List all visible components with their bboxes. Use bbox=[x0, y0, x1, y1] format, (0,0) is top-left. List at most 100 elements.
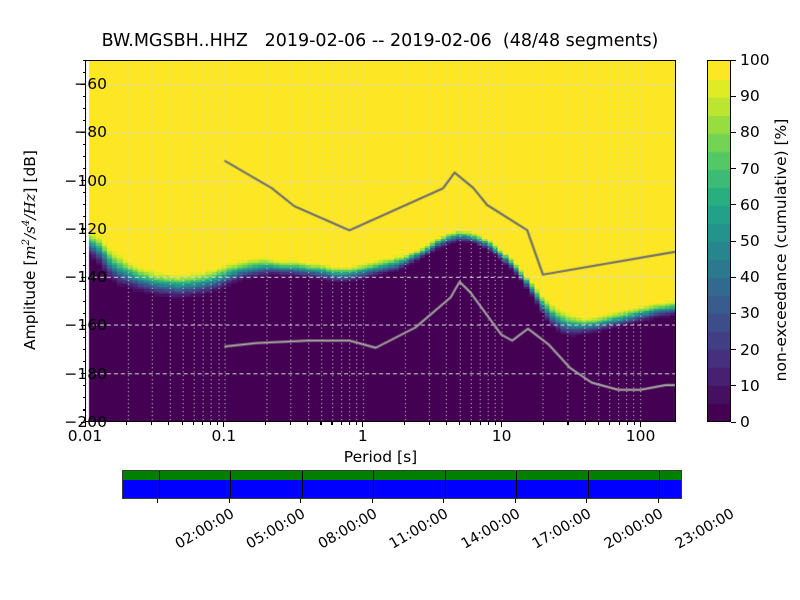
x-tick-minor bbox=[348, 422, 350, 425]
coverage-tick-outer bbox=[300, 499, 302, 503]
coverage-tick bbox=[587, 471, 589, 498]
x-tick-minor bbox=[598, 422, 600, 425]
x-tick-minor bbox=[355, 422, 357, 425]
x-tick-minor bbox=[192, 422, 194, 425]
colorbar-tick-mark bbox=[731, 385, 736, 387]
coverage-tick-label: 17:00:00 bbox=[529, 506, 595, 553]
y-axis-label-suffix: ] [dB] bbox=[21, 150, 39, 194]
y-unit-denominator: /Hz bbox=[21, 193, 39, 220]
x-tick-minor bbox=[289, 422, 291, 425]
x-tick-minor bbox=[470, 422, 472, 425]
x-tick-minor bbox=[331, 422, 333, 425]
colorbar-tick-label: 0 bbox=[740, 413, 750, 431]
coverage-tick-label: 23:00:00 bbox=[672, 506, 738, 553]
colorbar-tick-label: 50 bbox=[740, 232, 760, 250]
y-tick-minor bbox=[82, 204, 86, 206]
y-tick-mark bbox=[81, 421, 86, 423]
x-tick-label: 1 bbox=[357, 427, 368, 445]
coverage-band-blue bbox=[123, 480, 681, 498]
colorbar-tick-label: 40 bbox=[740, 268, 760, 287]
x-tick-minor bbox=[217, 422, 219, 425]
y-tick-mark bbox=[81, 373, 86, 375]
y-tick-minor bbox=[82, 337, 86, 339]
colorbar-tick-mark bbox=[731, 95, 736, 97]
y-tick-minor bbox=[82, 119, 86, 121]
y-tick-minor bbox=[82, 156, 86, 158]
y-tick-label: −60 bbox=[74, 75, 107, 94]
y-tick-minor bbox=[82, 264, 86, 266]
colorbar-tick-mark bbox=[731, 59, 736, 61]
coverage-tick-outer bbox=[514, 499, 516, 503]
y-tick-mark bbox=[81, 131, 86, 133]
y-unit-exp2: 4 bbox=[21, 219, 32, 227]
coverage-tick bbox=[230, 471, 232, 498]
x-tick-minor bbox=[150, 422, 152, 425]
y-unit-middle: /s bbox=[21, 226, 39, 239]
x-tick-minor bbox=[609, 422, 611, 425]
figure-title: BW.MGSBH..HHZ 2019-02-06 -- 2019-02-06 (… bbox=[101, 31, 659, 51]
x-tick-minor bbox=[340, 422, 342, 425]
coverage-tick-label: 20:00:00 bbox=[601, 506, 666, 553]
x-tick-minor bbox=[181, 422, 183, 425]
ppsd-axes[interactable] bbox=[85, 60, 676, 422]
ppsd-histogram-image bbox=[86, 61, 675, 421]
y-tick-minor bbox=[82, 192, 86, 194]
coverage-tick-label: 08:00:00 bbox=[315, 506, 380, 553]
x-tick-minor bbox=[428, 422, 430, 425]
coverage-tick-label: 05:00:00 bbox=[243, 506, 309, 553]
colorbar-tick-mark bbox=[731, 240, 736, 242]
y-tick-minor bbox=[82, 71, 86, 73]
y-tick-minor bbox=[82, 168, 86, 170]
coverage-tick-outer bbox=[657, 499, 659, 503]
y-tick-minor bbox=[82, 300, 86, 302]
x-tick-minor bbox=[459, 422, 461, 425]
coverage-tick-outer bbox=[157, 499, 159, 503]
y-axis-label: Amplitude [m2/s4/Hz] [dB] bbox=[21, 69, 39, 431]
colorbar-tick-mark bbox=[731, 168, 736, 170]
x-tick-label: 0.1 bbox=[211, 427, 237, 445]
coverage-tick bbox=[444, 471, 446, 498]
coverage-tick-label: 14:00:00 bbox=[458, 506, 523, 553]
y-tick-minor bbox=[82, 95, 86, 97]
x-tick-minor bbox=[168, 422, 170, 425]
x-tick-minor bbox=[567, 422, 569, 425]
x-tick-mark bbox=[223, 422, 225, 427]
colorbar-tick-label: 70 bbox=[740, 159, 760, 178]
y-tick-minor bbox=[82, 252, 86, 254]
coverage-tick-outer bbox=[371, 499, 373, 503]
x-tick-minor bbox=[633, 422, 635, 425]
x-tick-minor bbox=[494, 422, 496, 425]
colorbar-tick-label: 10 bbox=[740, 376, 760, 395]
colorbar-gradient bbox=[708, 61, 730, 421]
x-tick-minor bbox=[201, 422, 203, 425]
data-coverage-bar[interactable] bbox=[122, 470, 682, 499]
x-tick-minor bbox=[126, 422, 128, 425]
colorbar[interactable] bbox=[707, 60, 731, 422]
colorbar-tick-mark bbox=[731, 312, 736, 314]
coverage-tick-label: 02:00:00 bbox=[172, 506, 237, 553]
x-tick-mark bbox=[640, 422, 642, 427]
x-tick-minor bbox=[542, 422, 545, 425]
y-tick-minor bbox=[82, 107, 86, 109]
y-tick-minor bbox=[82, 397, 86, 399]
x-tick-label: 100 bbox=[625, 427, 656, 445]
y-tick-mark bbox=[81, 228, 86, 230]
y-tick-minor bbox=[82, 385, 86, 387]
coverage-tick bbox=[301, 471, 303, 498]
y-tick-mark bbox=[81, 83, 86, 85]
y-axis-label-prefix: Amplitude [ bbox=[21, 259, 39, 350]
coverage-tick-outer bbox=[443, 499, 445, 503]
coverage-tick bbox=[373, 471, 375, 498]
colorbar-tick-label: 20 bbox=[740, 340, 760, 359]
colorbar-tick-mark bbox=[731, 204, 736, 206]
colorbar-tick-label: 80 bbox=[740, 123, 760, 142]
y-tick-minor bbox=[82, 216, 86, 218]
colorbar-tick-mark bbox=[731, 421, 736, 423]
x-tick-minor bbox=[479, 422, 481, 425]
x-tick-mark bbox=[501, 422, 503, 427]
coverage-tick bbox=[158, 471, 160, 498]
x-tick-minor bbox=[618, 422, 620, 425]
coverage-tick bbox=[659, 471, 661, 498]
y-tick-minor bbox=[82, 361, 86, 363]
y-unit-numerator: m bbox=[21, 245, 39, 260]
